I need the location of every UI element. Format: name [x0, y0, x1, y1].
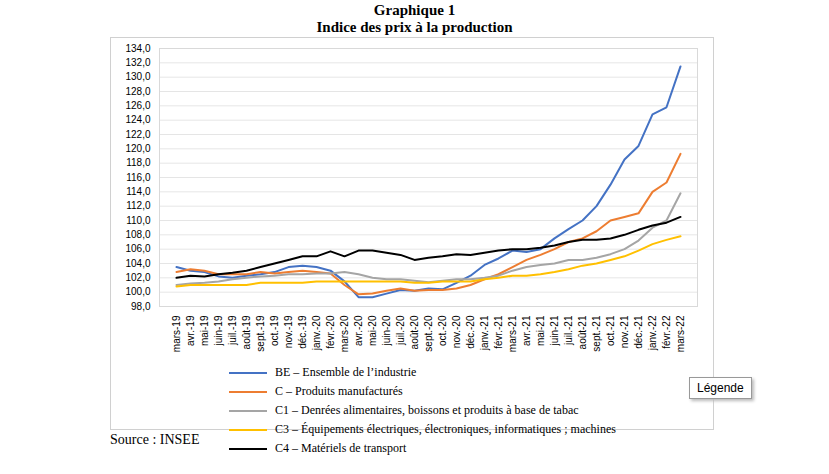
svg-text:110,0: 110,0 — [126, 215, 151, 226]
svg-text:128,0: 128,0 — [125, 86, 150, 97]
svg-text:oct.-21: oct.-21 — [605, 315, 616, 346]
svg-text:oct.-20: oct.-20 — [437, 315, 448, 346]
svg-text:sept.-19: sept.-19 — [255, 315, 266, 352]
svg-text:102,0: 102,0 — [125, 272, 150, 283]
svg-text:124,0: 124,0 — [125, 114, 150, 125]
svg-text:106,0: 106,0 — [125, 243, 150, 254]
svg-text:nov.-19: nov.-19 — [283, 315, 294, 348]
svg-text:juil.-20: juil.-20 — [395, 315, 406, 346]
svg-text:avr.-19: avr.-19 — [185, 315, 196, 346]
svg-text:août-20: août-20 — [409, 315, 420, 349]
svg-text:mai-19: mai-19 — [199, 315, 210, 346]
svg-text:août-21: août-21 — [577, 315, 588, 349]
svg-text:mai-20: mai-20 — [367, 315, 378, 346]
html-text:C3 – Équipements électriques,: C3 – Équipements électriques, électroniq… — [275, 422, 616, 436]
svg-text:sept.-20: sept.-20 — [423, 315, 434, 352]
html-text:Graphique 1: Graphique 1 — [373, 2, 456, 18]
svg-text:juin-19: juin-19 — [213, 315, 224, 346]
svg-text:août-19: août-19 — [241, 315, 252, 349]
svg-text:janv.-22: janv.-22 — [647, 315, 658, 351]
svg-text:108,0: 108,0 — [125, 229, 150, 240]
svg-text:104,0: 104,0 — [125, 258, 150, 269]
svg-text:janv.-20: janv.-20 — [311, 315, 322, 351]
svg-text:mars-19: mars-19 — [171, 315, 182, 352]
svg-text:130,0: 130,0 — [125, 71, 150, 82]
svg-text:mars-22: mars-22 — [675, 315, 686, 352]
svg-text:134,0: 134,0 — [125, 43, 150, 54]
svg-text:févr.-21: févr.-21 — [493, 315, 504, 349]
svg-text:nov.-20: nov.-20 — [451, 315, 462, 348]
svg-text:avr.-20: avr.-20 — [353, 315, 364, 346]
svg-text:avr.-21: avr.-21 — [521, 315, 532, 346]
svg-text:oct.-19: oct.-19 — [269, 315, 280, 346]
svg-text:mai-21: mai-21 — [535, 315, 546, 346]
svg-text:juin-21: juin-21 — [549, 315, 560, 346]
svg-text:mars-21: mars-21 — [507, 315, 518, 352]
svg-text:100,0: 100,0 — [125, 286, 150, 297]
html-text:Indice des prix à la productio: Indice des prix à la production — [316, 19, 513, 35]
svg-text:132,0: 132,0 — [125, 57, 150, 68]
svg-text:118,0: 118,0 — [126, 157, 151, 168]
svg-text:120,0: 120,0 — [125, 143, 150, 154]
svg-text:nov.-21: nov.-21 — [619, 315, 630, 348]
svg-text:122,0: 122,0 — [125, 129, 150, 140]
svg-text:janv.-21: janv.-21 — [479, 315, 490, 351]
html-text:Légende: Légende — [697, 381, 744, 395]
svg-text:déc.-21: déc.-21 — [633, 315, 644, 349]
html-text:Source : INSEE: Source : INSEE — [110, 432, 200, 447]
svg-text:112,0: 112,0 — [126, 200, 151, 211]
svg-text:juil.-19: juil.-19 — [227, 315, 238, 346]
svg-text:juin-20: juin-20 — [381, 315, 392, 346]
svg-text:mars-20: mars-20 — [339, 315, 350, 352]
html-text:C1 – Denrées alimentaires, boi: C1 – Denrées alimentaires, boissons et p… — [275, 403, 579, 417]
html-text:C – Produits manufacturés: C – Produits manufacturés — [275, 384, 403, 398]
svg-text:déc.-20: déc.-20 — [465, 315, 476, 349]
svg-text:sept.-21: sept.-21 — [591, 315, 602, 352]
html-text:BE – Ensemble de l’industrie: BE – Ensemble de l’industrie — [275, 365, 417, 379]
svg-text:116,0: 116,0 — [126, 172, 151, 183]
svg-text:févr.-22: févr.-22 — [661, 315, 672, 349]
svg-text:févr.-20: févr.-20 — [325, 315, 336, 349]
html-text:C4 – Matériels de transport: C4 – Matériels de transport — [275, 441, 407, 455]
svg-text:126,0: 126,0 — [125, 100, 150, 111]
svg-text:114,0: 114,0 — [126, 186, 151, 197]
svg-text:98,0: 98,0 — [131, 301, 151, 312]
svg-text:juil.-21: juil.-21 — [563, 315, 574, 346]
svg-text:déc.-19: déc.-19 — [297, 315, 308, 349]
